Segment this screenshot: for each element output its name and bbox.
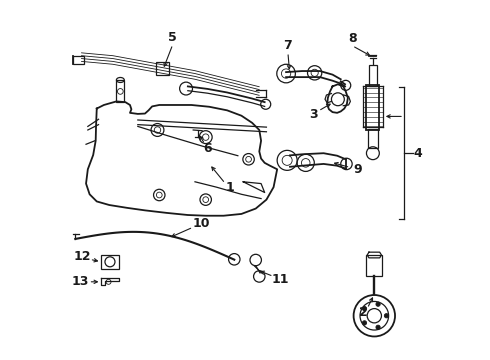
Bar [367, 255, 382, 276]
Text: 10: 10 [193, 217, 210, 230]
Text: 9: 9 [353, 163, 362, 176]
Text: 5: 5 [169, 31, 177, 44]
Text: 7: 7 [284, 39, 292, 52]
Circle shape [362, 321, 367, 325]
Bar [368, 129, 378, 148]
Text: 13: 13 [72, 275, 89, 288]
Text: 2: 2 [359, 306, 368, 319]
Bar [368, 65, 377, 86]
Circle shape [384, 314, 389, 318]
Circle shape [376, 302, 380, 306]
Text: 4: 4 [413, 147, 422, 160]
Bar [367, 85, 379, 130]
Circle shape [362, 306, 367, 311]
Text: 8: 8 [348, 32, 357, 45]
Text: 3: 3 [310, 108, 318, 121]
Bar [156, 63, 169, 75]
Text: 6: 6 [203, 142, 212, 155]
Bar [101, 255, 119, 269]
Text: 1: 1 [225, 181, 234, 194]
Bar [117, 80, 124, 102]
Text: 12: 12 [74, 250, 91, 263]
Circle shape [376, 325, 380, 329]
Bar [73, 57, 83, 64]
Text: 11: 11 [271, 273, 289, 286]
